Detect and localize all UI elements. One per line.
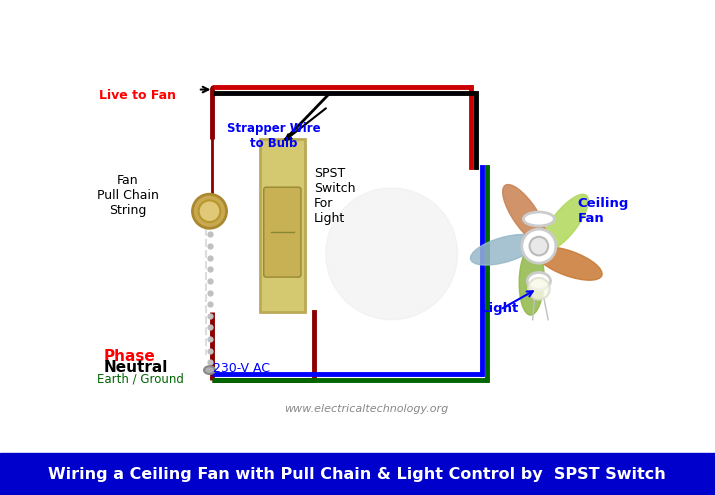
Ellipse shape <box>527 272 551 290</box>
Ellipse shape <box>541 194 588 251</box>
FancyBboxPatch shape <box>264 187 301 277</box>
Circle shape <box>528 278 550 299</box>
Ellipse shape <box>519 246 544 315</box>
Text: Neutral: Neutral <box>104 360 168 375</box>
FancyBboxPatch shape <box>260 139 305 312</box>
Text: www.electricaltechnology.org: www.electricaltechnology.org <box>284 404 448 414</box>
Ellipse shape <box>204 366 215 374</box>
Text: Strapper Wire
to Bulb: Strapper Wire to Bulb <box>227 122 320 150</box>
Text: Ceiling
Fan: Ceiling Fan <box>578 197 629 225</box>
Ellipse shape <box>523 212 554 226</box>
Text: Wiring a Ceiling Fan with Pull Chain & Light Control by  SPST Switch: Wiring a Ceiling Fan with Pull Chain & L… <box>48 466 666 482</box>
Text: 230-V AC: 230-V AC <box>213 362 270 375</box>
Ellipse shape <box>470 235 538 265</box>
Text: Fan
Pull Chain
String: Fan Pull Chain String <box>97 174 159 217</box>
Circle shape <box>530 237 548 255</box>
Text: SPST
Switch
For
Light: SPST Switch For Light <box>314 167 355 225</box>
Text: Light: Light <box>480 301 519 315</box>
Ellipse shape <box>536 247 602 280</box>
Circle shape <box>199 200 220 222</box>
Circle shape <box>522 229 556 263</box>
Circle shape <box>326 188 458 320</box>
Text: Phase: Phase <box>104 349 155 364</box>
Ellipse shape <box>503 185 547 244</box>
Bar <box>0 453 715 495</box>
Text: Earth / Ground: Earth / Ground <box>97 373 184 386</box>
Circle shape <box>192 194 227 228</box>
Text: Live to Fan: Live to Fan <box>99 89 177 102</box>
